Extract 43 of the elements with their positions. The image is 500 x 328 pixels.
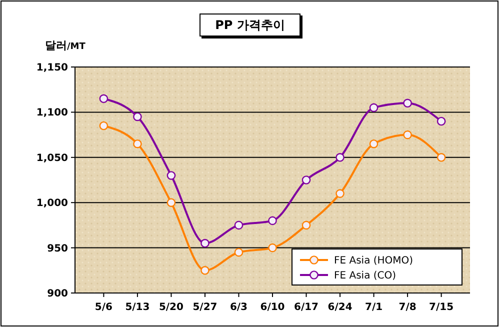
x-tick-label: 7/8 [398, 302, 416, 313]
y-tick-label: 1,000 [36, 198, 68, 210]
chart-title: PP 가격추이 [215, 18, 285, 32]
point [403, 98, 412, 108]
point [166, 198, 176, 207]
point [302, 176, 311, 184]
point [369, 103, 378, 112]
y-tick-label: 1,100 [36, 108, 68, 119]
point [234, 220, 244, 230]
x-tick-label: 5/27 [192, 302, 218, 313]
point [234, 248, 244, 257]
point [133, 139, 142, 148]
x-tick-label: 6/17 [294, 302, 319, 313]
point [200, 238, 210, 248]
y-tick-label: 1,050 [36, 152, 68, 164]
point [336, 189, 344, 198]
x-tick-label: 6/10 [260, 302, 285, 313]
legend-label: FE Asia (CO) [334, 270, 396, 282]
point [200, 266, 210, 275]
point [133, 112, 142, 122]
y-tick-label: 900 [47, 288, 68, 300]
x-tick-label: 6/24 [328, 302, 352, 313]
x-tick-label: 7/15 [429, 302, 454, 313]
y-tick-label: 950 [47, 243, 68, 254]
x-tick-label: 6/3 [230, 302, 248, 313]
point [336, 153, 344, 162]
point [403, 130, 412, 140]
point [436, 116, 446, 126]
y-tick-label: 1,150 [36, 62, 68, 74]
x-tick-label: 7/1 [364, 302, 383, 313]
y-axis-title: 달러/MT [45, 39, 86, 52]
legend-label: FE Asia (HOMO) [334, 256, 414, 266]
x-tick-label: 5/13 [125, 302, 150, 313]
point [268, 243, 277, 252]
point [268, 216, 277, 226]
point [302, 220, 311, 230]
point [99, 94, 108, 104]
point [436, 153, 446, 162]
x-tick-label: 5/20 [158, 302, 184, 313]
point [369, 139, 378, 148]
point [166, 171, 176, 180]
point [99, 121, 108, 130]
x-tick-label: 5/6 [94, 302, 113, 313]
